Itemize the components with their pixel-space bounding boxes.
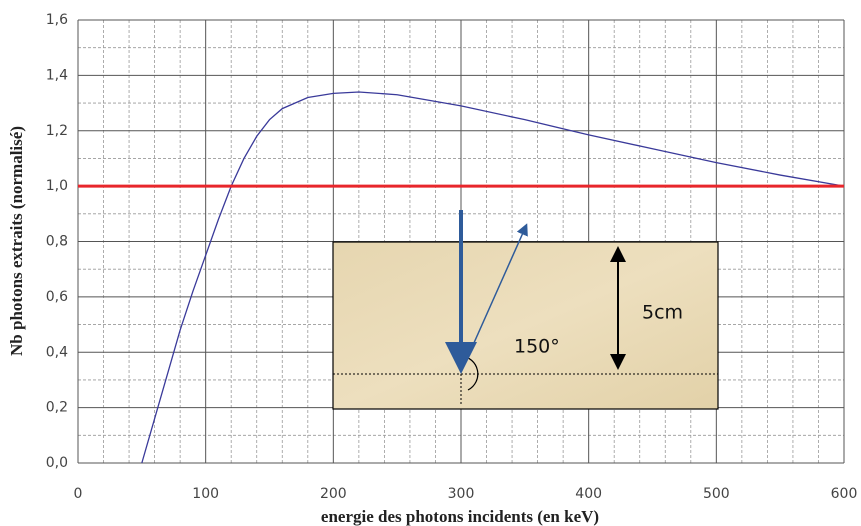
x-tick-label: 600 [831, 486, 858, 502]
x-axis-label: energie des photons incidents (en keV) [321, 507, 599, 526]
y-tick-label: 0,2 [46, 400, 68, 416]
y-tick-label: 1,2 [46, 123, 68, 139]
x-tick-label: 300 [448, 486, 475, 502]
y-tick-label: 0,0 [46, 455, 68, 471]
angle-label: 150° [514, 336, 560, 358]
y-tick-label: 1,4 [46, 67, 68, 83]
y-tick-label: 1,6 [46, 12, 68, 28]
inset: 150° 5cm [332, 210, 719, 410]
y-tick-label: 0,8 [46, 234, 68, 250]
x-tick-label: 400 [575, 486, 602, 502]
scattered-arrow [460, 223, 528, 373]
x-tick-label: 200 [320, 486, 347, 502]
y-axis-label: Nb photons extraits (normalisé) [7, 126, 26, 356]
thickness-label: 5cm [642, 302, 683, 324]
material-block [332, 241, 719, 410]
x-tick-label: 100 [192, 486, 219, 502]
y-tick-label: 0,6 [46, 289, 68, 305]
x-tick-label: 0 [74, 486, 83, 502]
marks [78, 91, 845, 464]
y-tick-label: 0,4 [46, 344, 68, 360]
x-tick-label: 500 [703, 486, 730, 502]
data-line [141, 91, 845, 464]
y-tick-label: 1,0 [46, 178, 68, 194]
